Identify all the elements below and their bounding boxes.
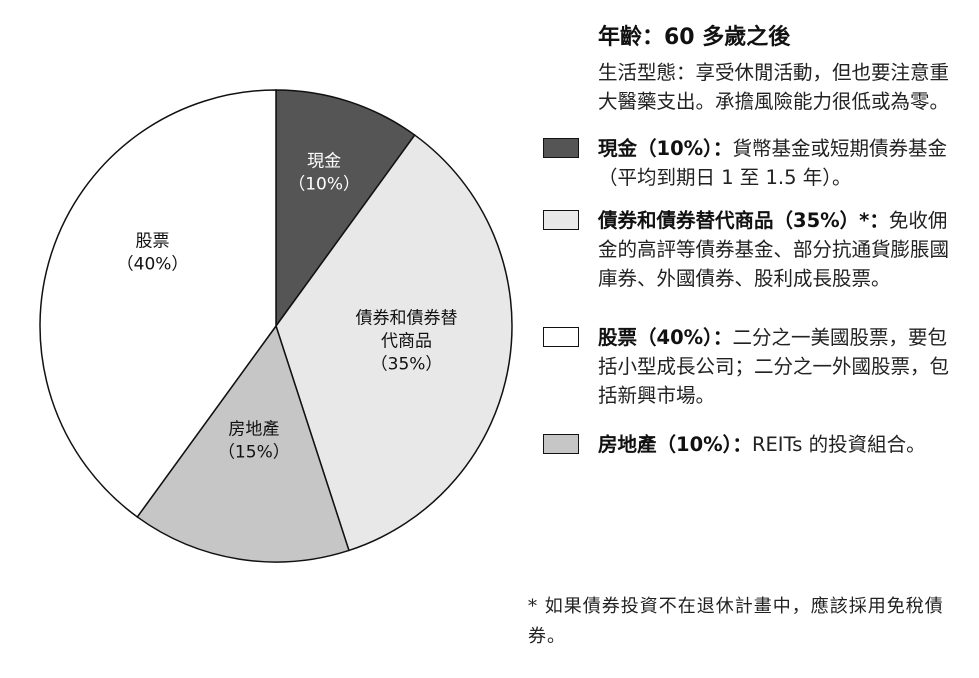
lifestyle-text: 生活型態：享受休閒活動，但也要注意重大醫藥支出。承擔風險能力很低或為零。: [598, 61, 950, 113]
legend-item-stocks: 股票（40%）：二分之一美國股票，要包括小型成長公司；二分之一外國股票，包括新興…: [543, 323, 953, 410]
legend-text-stocks: 二分之一美國股票，要包括小型成長公司；二分之一外國股票，包括新興市場。: [598, 326, 950, 407]
pie-slice-cash: [275, 89, 416, 329]
pie-slice-bonds: [275, 134, 513, 552]
legend-title-bonds: 債券和債券替代商品（35%）*：: [598, 209, 889, 232]
pie-slices: [39, 89, 513, 563]
legend-title-real-estate: 房地產（10%）：: [598, 433, 752, 456]
pie-labels: 現金（10%） 債券和債券替代商品（35%） 房地產（15%） 股票（40%）: [117, 151, 458, 462]
pie-chart: 現金（10%） 債券和債券替代商品（35%） 房地產（15%） 股票（40%）: [39, 89, 513, 563]
pie-label-bonds: 債券和債券替代商品（35%）: [356, 309, 458, 375]
legend-text-cash: 貨幣基金或短期債券基金（平均到期日 1 至 1.5 年）。: [598, 137, 947, 189]
legend-text-bonds: 免收佣金的高評等債券基金、部分抗通貨膨脹國庫券、外國債券、股利成長股票。: [598, 209, 950, 290]
legend-text-real-estate: REITs 的投資組合。: [751, 433, 926, 456]
legend-swatch-cash: [543, 138, 579, 158]
pie-slice-real-estate: [136, 324, 350, 563]
legend-item-cash: 現金（10%）：貨幣基金或短期債券基金（平均到期日 1 至 1.5 年）。: [543, 134, 953, 192]
pie-label-real-estate: 房地產（15%）: [218, 419, 290, 462]
pie-slice-stocks: [39, 89, 277, 518]
legend-item-bonds: 債券和債券替代商品（35%）*：免收佣金的高評等債券基金、部分抗通貨膨脹國庫券、…: [543, 206, 953, 293]
legend-swatch-real-estate: [543, 434, 579, 454]
pie-label-cash: 現金（10%）: [288, 151, 360, 194]
age-title: 年齡：60 多歲之後: [598, 25, 791, 50]
footnote: * 如果債券投資不在退休計畫中，應該採用免稅債券。: [528, 596, 944, 647]
legend-title-stocks: 股票（40%）：: [598, 326, 733, 349]
info-panel: 年齡：60 多歲之後 生活型態：享受休閒活動，但也要注意重大醫藥支出。承擔風險能…: [543, 22, 953, 459]
legend-title-cash: 現金（10%）：: [598, 137, 733, 160]
legend-swatch-bonds: [543, 210, 579, 230]
pie-label-stocks: 股票（40%）: [117, 231, 189, 274]
legend-item-real-estate: 房地產（10%）：REITs 的投資組合。: [543, 430, 953, 459]
legend-swatch-stocks: [543, 327, 579, 347]
